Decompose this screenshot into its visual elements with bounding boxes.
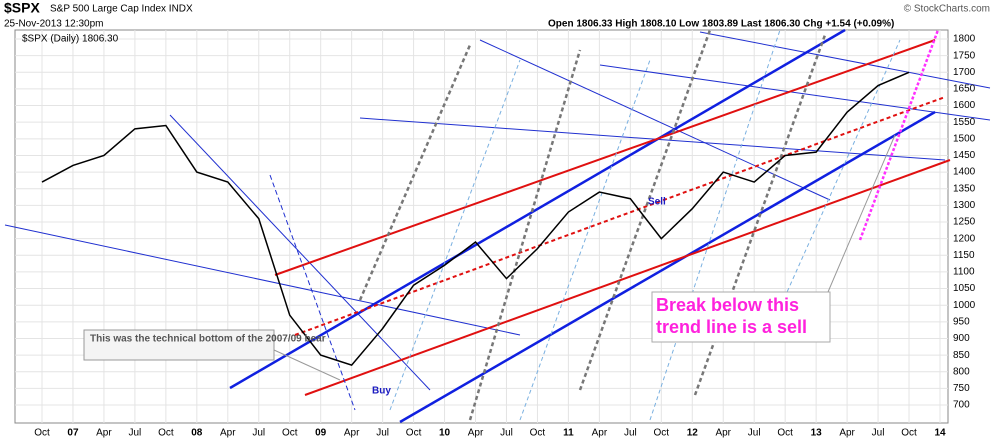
break-text: Break below this trend line is a sell xyxy=(656,295,808,337)
trend-line xyxy=(399,110,936,424)
y-tick-label: 1800 xyxy=(953,34,976,45)
cycle-line xyxy=(578,29,712,391)
break-pointer xyxy=(827,134,896,293)
trend-line xyxy=(304,159,951,396)
trend-line xyxy=(274,39,936,276)
x-tick-label: Jul xyxy=(500,428,513,439)
cycle-line xyxy=(769,39,901,331)
y-tick-label: 1500 xyxy=(953,133,976,144)
x-tick-label: Jul xyxy=(376,428,389,439)
x-tick-label: 11 xyxy=(563,428,574,439)
legend: $SPX (Daily) 1806.30 xyxy=(22,34,119,45)
x-tick-label: 13 xyxy=(811,428,823,439)
x-tick-label: Jul xyxy=(128,428,141,439)
break-text-wrap: Break below this trend line is a sell xyxy=(656,295,808,337)
credit: © StockCharts.com xyxy=(904,4,990,15)
cycle-line xyxy=(649,29,781,421)
buy-label: Buy xyxy=(372,386,391,397)
y-tick-label: 1250 xyxy=(953,217,976,228)
x-tick-label: 14 xyxy=(934,428,946,439)
symbol: $SPX xyxy=(4,0,40,16)
y-tick-label: 1400 xyxy=(953,167,976,178)
x-tick-label: Jul xyxy=(748,428,761,439)
quote: Open 1806.33 High 1808.10 Low 1803.89 La… xyxy=(548,19,894,30)
sell-label: Sell xyxy=(648,197,666,208)
trend-line xyxy=(479,39,831,201)
x-tick-label: 10 xyxy=(439,428,451,439)
y-tick-label: 1700 xyxy=(953,67,976,78)
y-tick-label: 1050 xyxy=(953,283,976,294)
cycle-line xyxy=(358,44,472,301)
x-tick-label: Apr xyxy=(344,428,360,439)
cycle-line xyxy=(519,59,651,421)
x-tick-label: 08 xyxy=(191,428,203,439)
x-tick-label: Apr xyxy=(96,428,112,439)
grid xyxy=(15,30,948,423)
trend-line xyxy=(294,96,946,336)
y-tick-label: 800 xyxy=(953,366,970,377)
plot-frame xyxy=(14,29,949,424)
trend-line xyxy=(4,224,521,336)
callout-box xyxy=(83,329,275,361)
y-tick-label: 1000 xyxy=(953,300,976,311)
x-tick-label: 09 xyxy=(315,428,327,439)
trend-line xyxy=(169,114,431,391)
y-tick-label: 1750 xyxy=(953,50,976,61)
y-tick-label: 900 xyxy=(953,333,970,344)
x-tick-label: Jul xyxy=(252,428,265,439)
y-tick-label: 1450 xyxy=(953,150,976,161)
x-tick-label: Oct xyxy=(530,428,546,439)
y-tick-label: 700 xyxy=(953,400,970,411)
x-tick-label: Apr xyxy=(220,428,236,439)
y-tick-label: 1550 xyxy=(953,117,976,128)
cycle-line xyxy=(468,49,582,421)
callout-text: This was the technical bottom of the 200… xyxy=(90,334,326,345)
x-tick-label: Oct xyxy=(406,428,422,439)
x-tick-label: Oct xyxy=(777,428,793,439)
price xyxy=(41,71,910,366)
y-tick-label: 1650 xyxy=(953,84,976,95)
y-tick-label: 950 xyxy=(953,316,970,327)
y-tick-label: 750 xyxy=(953,383,970,394)
trend-line xyxy=(699,31,991,89)
y-tick-label: 1300 xyxy=(953,200,976,211)
index-name: S&P 500 Large Cap Index INDX xyxy=(50,4,193,15)
x-tick-label: Apr xyxy=(715,428,731,439)
x-tick-label: Jul xyxy=(872,428,885,439)
trend-line xyxy=(599,64,991,121)
trend-line xyxy=(269,174,356,411)
cycle-line xyxy=(389,59,521,411)
break-line xyxy=(858,29,940,241)
x-tick-label: Apr xyxy=(468,428,484,439)
y-tick-label: 1600 xyxy=(953,100,976,111)
x-tick-label: 12 xyxy=(687,428,699,439)
x-tick-label: Oct xyxy=(158,428,174,439)
trend-line xyxy=(229,28,846,390)
y-tick-label: 1150 xyxy=(953,250,975,261)
price-line xyxy=(41,71,910,366)
x-tick-label: Jul xyxy=(624,428,637,439)
x-tick-label: Apr xyxy=(592,428,608,439)
break-box xyxy=(651,291,831,343)
y-tick-label: 850 xyxy=(953,350,970,361)
trend-line xyxy=(359,117,946,161)
y-tick-label: 1350 xyxy=(953,183,976,194)
callout-pointer xyxy=(273,349,341,381)
x-tick-label: Oct xyxy=(34,428,50,439)
x-tick-label: 07 xyxy=(67,428,79,439)
y-tick-label: 1100 xyxy=(953,267,975,278)
date: 25-Nov-2013 12:30pm xyxy=(4,19,104,30)
x-tick-label: Oct xyxy=(654,428,670,439)
x-tick-label: Oct xyxy=(901,428,917,439)
y-tick-label: 1200 xyxy=(953,233,976,244)
x-tick-label: Apr xyxy=(839,428,855,439)
x-tick-label: Oct xyxy=(282,428,298,439)
